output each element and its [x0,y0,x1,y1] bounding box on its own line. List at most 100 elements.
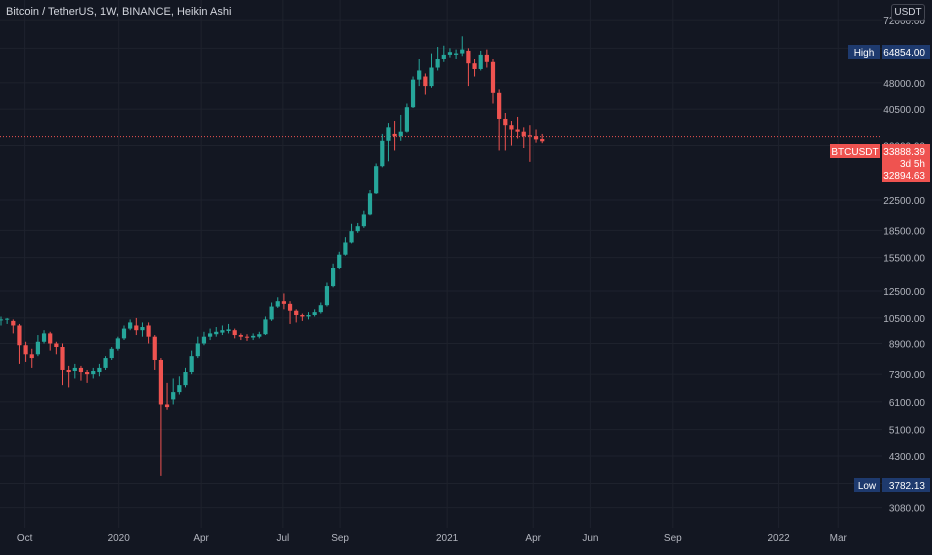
candle[interactable] [324,282,330,307]
candle[interactable] [41,330,47,344]
candle[interactable] [5,317,10,324]
candle[interactable] [146,322,151,344]
candle[interactable] [367,190,373,216]
candle[interactable] [220,325,225,336]
candle[interactable] [91,367,96,379]
candle[interactable] [398,114,403,141]
candle[interactable] [78,365,84,381]
candle[interactable] [484,49,489,68]
candle[interactable] [121,325,127,341]
candle[interactable] [472,58,477,77]
candle[interactable] [128,319,133,331]
candle[interactable] [355,222,360,233]
candle[interactable] [29,348,34,368]
currency-button[interactable]: USDT [891,4,925,21]
candle[interactable] [201,331,207,346]
candle[interactable] [349,223,354,244]
time-axis-bg[interactable] [0,528,882,550]
candle[interactable] [257,331,262,339]
candle[interactable] [17,323,22,364]
candle[interactable] [103,356,108,370]
candle[interactable] [343,237,348,256]
candle[interactable] [97,363,102,377]
candle[interactable] [164,382,170,410]
candle[interactable] [189,350,194,375]
candle[interactable] [447,48,453,58]
candle[interactable] [11,319,16,334]
candle[interactable] [214,327,219,337]
candle[interactable] [66,365,71,388]
candle[interactable] [503,112,508,151]
candle[interactable] [140,322,145,337]
price-axis-bg[interactable] [882,0,932,550]
candle[interactable] [251,333,256,341]
candle[interactable] [171,378,176,405]
candle-body [0,319,4,321]
candle[interactable] [478,50,483,71]
candle[interactable] [269,302,274,321]
candle-body [183,372,188,386]
candle[interactable] [177,376,182,395]
candle-body [515,129,520,132]
candle[interactable] [306,312,311,320]
candle[interactable] [429,53,434,88]
candle[interactable] [287,301,293,324]
candle[interactable] [281,293,286,310]
candle[interactable] [497,89,502,151]
candle[interactable] [540,133,545,144]
candle[interactable] [183,367,188,388]
candle[interactable] [417,58,422,87]
candle[interactable] [23,341,28,362]
candle[interactable] [460,36,465,57]
candle[interactable] [158,358,163,476]
candle[interactable] [109,347,114,360]
candle[interactable] [441,45,446,62]
candle[interactable] [515,116,520,139]
candle[interactable] [331,263,336,288]
candle[interactable] [238,333,243,341]
candle-body [72,367,77,372]
candle[interactable] [275,297,280,308]
candle[interactable] [72,363,77,379]
candle[interactable] [533,129,539,143]
candle-body [423,76,428,87]
candle[interactable] [509,121,514,146]
candle[interactable] [374,163,379,194]
candle[interactable] [294,309,299,323]
candle[interactable] [208,328,213,341]
candle[interactable] [423,73,428,95]
price-tick-label: 3080.00 [889,504,926,515]
candle[interactable] [232,328,237,339]
candle[interactable] [521,127,526,148]
candle[interactable] [35,335,40,357]
candle[interactable] [454,49,459,59]
candle[interactable] [134,317,139,336]
candle[interactable] [490,58,496,104]
candle[interactable] [527,125,532,162]
candle[interactable] [404,103,409,133]
candle[interactable] [380,133,385,168]
candle[interactable] [435,47,440,71]
candle[interactable] [337,251,342,270]
candle[interactable] [152,335,157,370]
candle[interactable] [466,48,471,87]
candle[interactable] [226,323,231,334]
candle[interactable] [48,331,53,351]
candle[interactable] [312,309,317,317]
candle[interactable] [115,336,120,351]
candle[interactable] [85,369,90,383]
candle[interactable] [54,341,59,355]
candle[interactable] [361,210,366,228]
candle[interactable] [386,123,391,162]
candle[interactable] [392,121,397,151]
candle[interactable] [300,313,305,321]
candle[interactable] [195,336,200,359]
candle[interactable] [60,343,65,386]
candle[interactable] [0,316,4,326]
candle[interactable] [244,334,250,341]
candle[interactable] [263,316,268,336]
candle[interactable] [318,302,323,314]
candle[interactable] [410,76,416,108]
